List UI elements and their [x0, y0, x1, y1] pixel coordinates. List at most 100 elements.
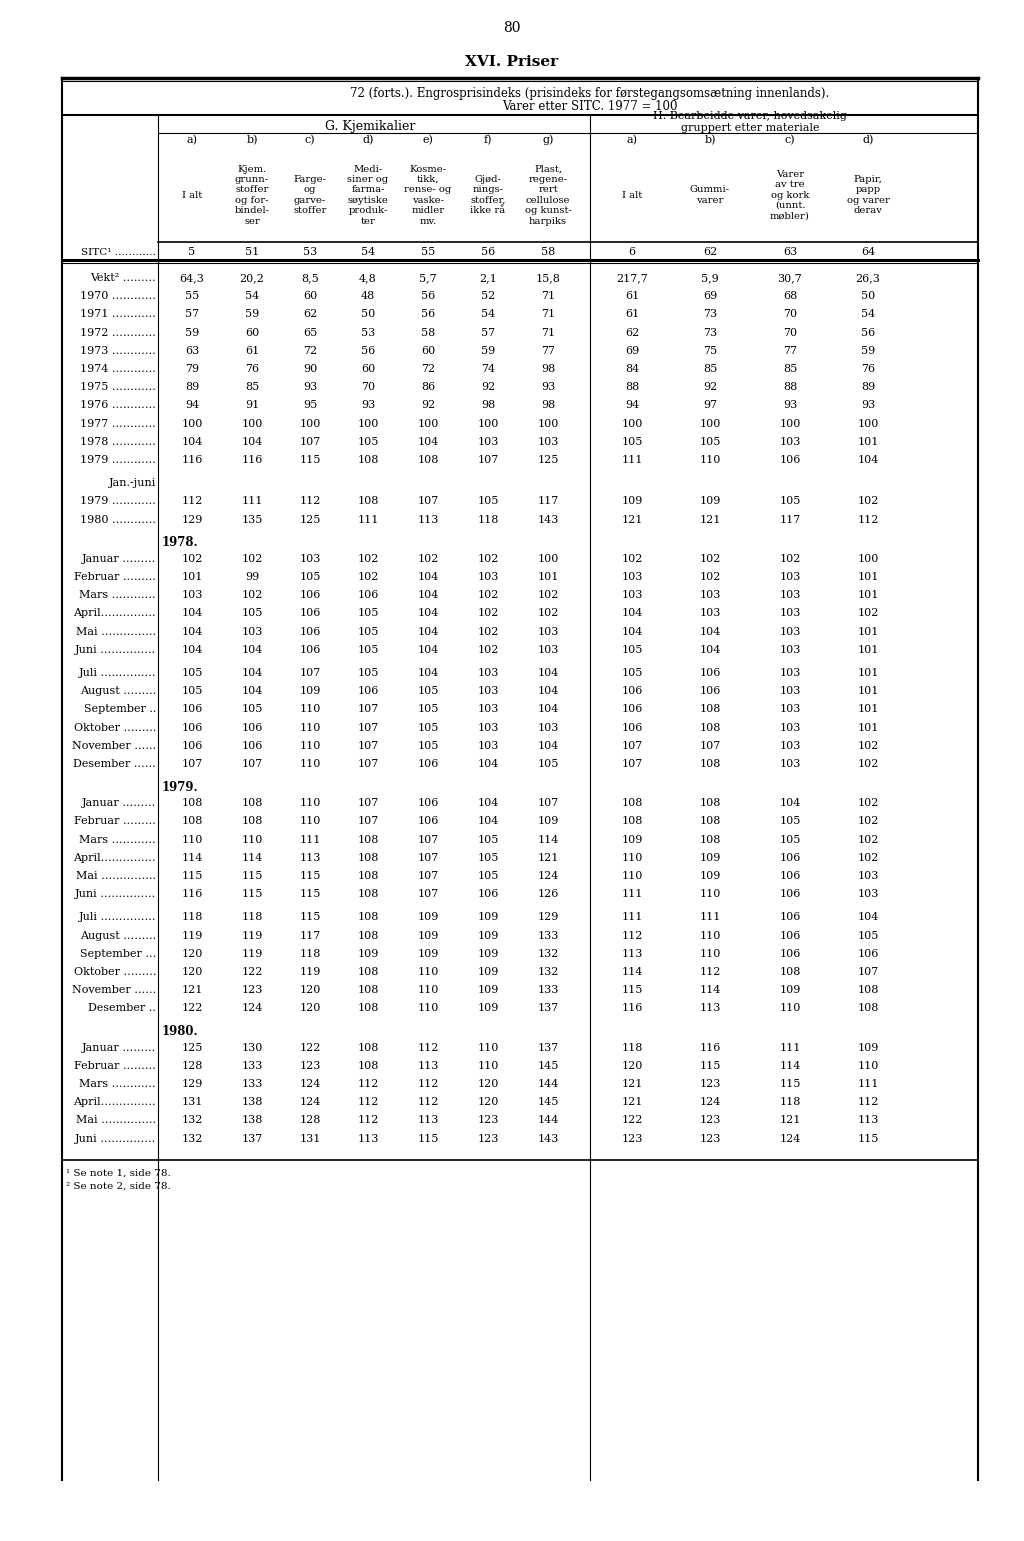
Text: 122: 122	[622, 1116, 643, 1125]
Text: 100: 100	[857, 419, 879, 428]
Text: 108: 108	[699, 704, 721, 715]
Text: 143: 143	[538, 1134, 559, 1143]
Text: 115: 115	[622, 985, 643, 995]
Text: 135: 135	[242, 515, 263, 524]
Text: 119: 119	[181, 931, 203, 940]
Text: 101: 101	[538, 572, 559, 582]
Text: 76: 76	[861, 364, 876, 374]
Text: 129: 129	[181, 1079, 203, 1089]
Text: 93: 93	[783, 401, 797, 410]
Text: 100: 100	[181, 419, 203, 428]
Text: 58: 58	[541, 247, 555, 257]
Text: August ………: August ………	[80, 931, 156, 940]
Text: 101: 101	[181, 572, 203, 582]
Text: 100: 100	[418, 419, 438, 428]
Text: 126: 126	[538, 889, 559, 900]
Text: 73: 73	[702, 328, 717, 337]
Text: 72: 72	[303, 345, 317, 356]
Text: 51: 51	[245, 247, 259, 257]
Text: 110: 110	[181, 835, 203, 844]
Text: 109: 109	[477, 949, 499, 959]
Text: 118: 118	[622, 1043, 643, 1053]
Text: 60: 60	[360, 364, 375, 374]
Text: 107: 107	[538, 798, 559, 807]
Text: Gjød-
nings-
stoffer,
ikke rå: Gjød- nings- stoffer, ikke rå	[470, 174, 506, 216]
Text: Farge-
og
garve-
stoffer: Farge- og garve- stoffer	[293, 174, 327, 216]
Text: 104: 104	[538, 686, 559, 697]
Text: 59: 59	[481, 345, 496, 356]
Text: c): c)	[784, 136, 796, 145]
Text: 122: 122	[242, 968, 263, 977]
Text: 101: 101	[857, 667, 879, 678]
Text: 102: 102	[477, 590, 499, 599]
Text: Mai ……………: Mai ……………	[76, 1116, 156, 1125]
Text: 121: 121	[779, 1116, 801, 1125]
Text: 105: 105	[418, 741, 438, 750]
Text: 72 (forts.). Engrosprisindeks (prisindeks for førstegangsomsætning innenlands).: 72 (forts.). Engrosprisindeks (prisindek…	[350, 86, 829, 100]
Text: 110: 110	[699, 889, 721, 900]
Text: 89: 89	[861, 382, 876, 393]
Text: 115: 115	[299, 871, 321, 881]
Text: 94: 94	[185, 401, 199, 410]
Text: 108: 108	[622, 798, 643, 807]
Text: 98: 98	[481, 401, 496, 410]
Text: 107: 107	[418, 889, 438, 900]
Text: 98: 98	[541, 401, 555, 410]
Text: Kjem.
grunn-
stoffer
og for-
bindel-
ser: Kjem. grunn- stoffer og for- bindel- ser	[234, 165, 269, 225]
Text: 129: 129	[538, 912, 559, 923]
Text: 110: 110	[477, 1043, 499, 1053]
Text: 103: 103	[779, 667, 801, 678]
Text: 102: 102	[857, 835, 879, 844]
Text: 20,2: 20,2	[240, 273, 264, 284]
Text: 106: 106	[477, 889, 499, 900]
Text: 72: 72	[421, 364, 435, 374]
Text: 112: 112	[622, 931, 643, 940]
Text: 108: 108	[857, 985, 879, 995]
Text: 102: 102	[181, 553, 203, 564]
Text: 115: 115	[699, 1060, 721, 1071]
Text: 103: 103	[477, 686, 499, 697]
Text: 104: 104	[418, 667, 438, 678]
Text: 103: 103	[242, 627, 263, 636]
Text: 95: 95	[303, 401, 317, 410]
Text: 106: 106	[181, 723, 203, 732]
Text: 103: 103	[538, 436, 559, 447]
Text: Varer
av tre
og kork
(unnt.
møbler): Varer av tre og kork (unnt. møbler)	[770, 170, 810, 220]
Text: 110: 110	[699, 455, 721, 465]
Text: 106: 106	[242, 741, 263, 750]
Text: 145: 145	[538, 1060, 559, 1071]
Text: 106: 106	[779, 455, 801, 465]
Text: 107: 107	[357, 704, 379, 715]
Text: 116: 116	[181, 889, 203, 900]
Text: 110: 110	[779, 1003, 801, 1014]
Text: Oktober ………: Oktober ………	[74, 968, 156, 977]
Text: 104: 104	[779, 798, 801, 807]
Text: 115: 115	[299, 889, 321, 900]
Text: 103: 103	[779, 609, 801, 618]
Text: 103: 103	[779, 644, 801, 655]
Text: 103: 103	[779, 723, 801, 732]
Text: 114: 114	[779, 1060, 801, 1071]
Text: Januar ………: Januar ………	[82, 1043, 156, 1053]
Text: 105: 105	[357, 436, 379, 447]
Text: 106: 106	[779, 889, 801, 900]
Text: 77: 77	[541, 345, 555, 356]
Text: 68: 68	[783, 291, 797, 300]
Text: 137: 137	[538, 1003, 559, 1014]
Text: 108: 108	[357, 1043, 379, 1053]
Text: G. Kjemikalier: G. Kjemikalier	[325, 120, 415, 133]
Text: 57: 57	[185, 310, 199, 319]
Text: 108: 108	[622, 817, 643, 826]
Text: e): e)	[423, 136, 433, 145]
Text: 59: 59	[245, 310, 259, 319]
Text: 109: 109	[418, 931, 438, 940]
Text: 114: 114	[242, 852, 263, 863]
Text: 110: 110	[699, 931, 721, 940]
Text: 93: 93	[360, 401, 375, 410]
Text: 102: 102	[242, 590, 263, 599]
Text: 92: 92	[421, 401, 435, 410]
Text: 108: 108	[357, 889, 379, 900]
Text: 102: 102	[538, 609, 559, 618]
Text: 116: 116	[181, 455, 203, 465]
Text: 106: 106	[622, 704, 643, 715]
